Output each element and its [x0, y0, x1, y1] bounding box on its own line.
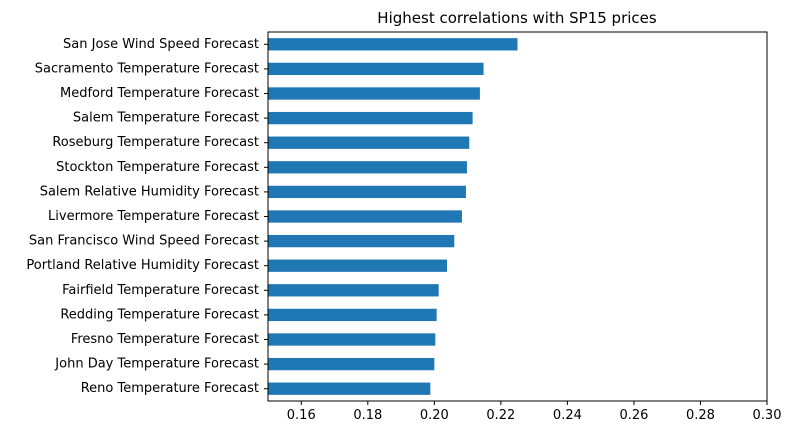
x-tick-label: 0.18 [353, 408, 382, 423]
category-label: Redding Temperature Forecast [60, 307, 259, 322]
category-label: Salem Temperature Forecast [73, 111, 259, 126]
x-tick-label: 0.22 [486, 408, 515, 423]
x-axis-ticks-group: 0.16 0.18 0.20 0.22 0.24 0.26 0.28 0.30 [287, 401, 782, 423]
category-labels-group: San Jose Wind Speed Forecast Sacramento T… [26, 37, 268, 396]
x-tick-label: 0.20 [420, 408, 449, 423]
category-label: Medford Temperature Forecast [60, 86, 259, 101]
category-label: Roseburg Temperature Forecast [52, 135, 259, 150]
category-label: Fresno Temperature Forecast [71, 332, 259, 347]
bar-7 [268, 210, 462, 223]
x-tick-label: 0.24 [553, 408, 582, 423]
bar-12 [268, 333, 436, 346]
bar-2 [268, 87, 480, 100]
bar-5 [268, 161, 467, 174]
bar-4 [268, 136, 470, 149]
bar-0 [268, 38, 518, 51]
bar-6 [268, 185, 466, 199]
chart-title: Highest correlations with SP15 prices [377, 9, 657, 27]
plot-frame [267, 31, 768, 402]
category-label: San Francisco Wind Speed Forecast [29, 234, 259, 249]
x-tick-label: 0.26 [619, 408, 648, 423]
bar-3 [268, 111, 473, 125]
category-label: Sacramento Temperature Forecast [35, 61, 259, 76]
category-label: Portland Relative Humidity Forecast [26, 258, 259, 273]
category-label: Fairfield Temperature Forecast [62, 283, 259, 298]
bar-8 [268, 234, 455, 248]
x-tick-label: 0.28 [686, 408, 715, 423]
bar-9 [268, 259, 447, 272]
bar-11 [268, 308, 437, 322]
category-label: Reno Temperature Forecast [81, 381, 259, 396]
category-label: John Day Temperature Forecast [54, 357, 259, 372]
bar-1 [268, 62, 484, 76]
category-label: Salem Relative Humidity Forecast [40, 184, 259, 199]
category-label: Livermore Temperature Forecast [48, 209, 259, 224]
bar-14 [268, 382, 431, 395]
x-tick-label: 0.30 [753, 408, 782, 423]
bar-10 [268, 284, 439, 297]
bars-group [268, 38, 518, 395]
category-label: San Jose Wind Speed Forecast [63, 37, 259, 52]
category-label: Stockton Temperature Forecast [56, 160, 259, 175]
x-tick-label: 0.16 [287, 408, 316, 423]
bar-13 [268, 357, 435, 371]
